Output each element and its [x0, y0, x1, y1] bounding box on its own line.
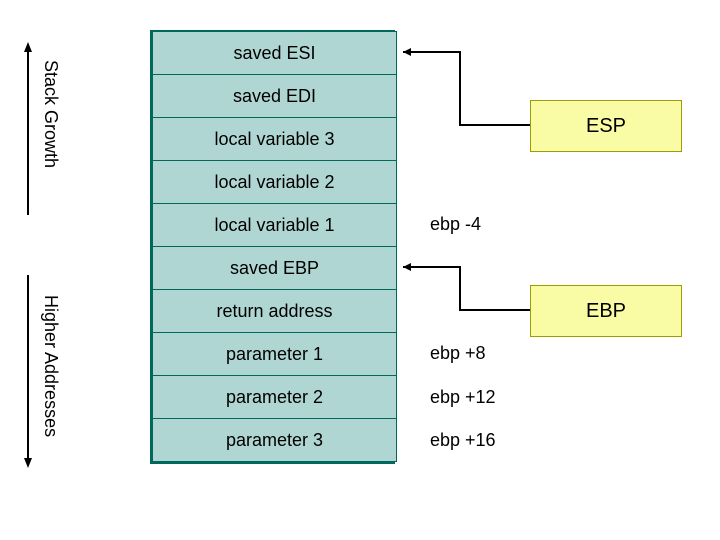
stack-cell-1: saved EDI — [152, 74, 397, 118]
esp-pointer-box: ESP — [530, 100, 682, 152]
ebp-label: EBP — [586, 300, 626, 323]
stack-cell-8: parameter 2 — [152, 375, 397, 419]
stack-cell-0: saved ESI — [152, 31, 397, 75]
ebp-pointer-box: EBP — [530, 285, 682, 337]
stack-cell-6: return address — [152, 289, 397, 333]
stack-cell-7: parameter 1 — [152, 332, 397, 376]
stack-growth-arrow — [18, 40, 38, 220]
esp-arrow — [395, 48, 535, 128]
stack-cell-3: local variable 2 — [152, 160, 397, 204]
offset-label-4: ebp -4 — [430, 214, 481, 235]
stack-cell-2: local variable 3 — [152, 117, 397, 161]
stack-cell-5: saved EBP — [152, 246, 397, 290]
stack-frame: saved ESI saved EDI local variable 3 loc… — [150, 30, 395, 464]
offset-label-8: ebp +12 — [430, 387, 496, 408]
esp-label: ESP — [586, 115, 626, 138]
stack-cell-4: local variable 1 — [152, 203, 397, 247]
higher-addresses-arrow — [18, 270, 38, 470]
higher-addresses-label: Higher Addresses — [40, 295, 61, 437]
offset-label-7: ebp +8 — [430, 343, 486, 364]
offset-label-9: ebp +16 — [430, 430, 496, 451]
stack-growth-label: Stack Growth — [40, 60, 61, 168]
stack-cell-9: parameter 3 — [152, 418, 397, 462]
ebp-arrow — [395, 263, 535, 313]
